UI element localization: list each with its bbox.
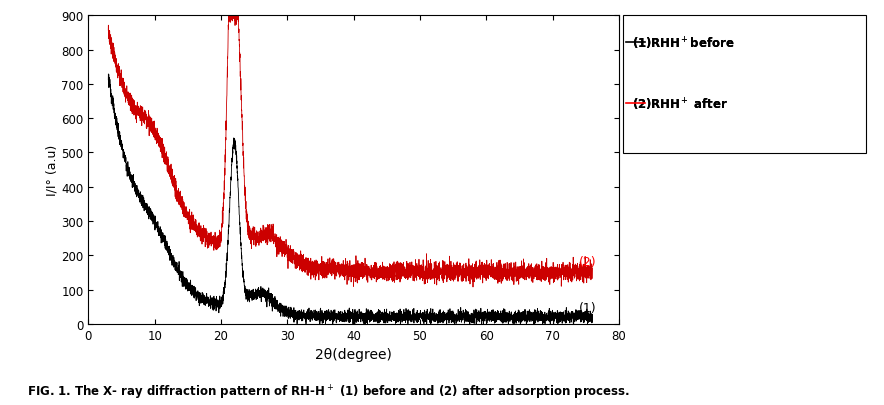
Text: (2): (2)	[579, 255, 597, 268]
Text: (1)RHH$^+$before: (1)RHH$^+$before	[632, 36, 735, 52]
Text: (1)RHH$^+$before: (1)RHH$^+$before	[632, 36, 735, 52]
Text: FIG. 1. The X- ray diffraction pattern of RH-H$^+$ (1) before and (2) after adso: FIG. 1. The X- ray diffraction pattern o…	[27, 383, 629, 401]
X-axis label: 2θ(degree): 2θ(degree)	[316, 347, 392, 361]
Text: (1): (1)	[579, 301, 597, 314]
Y-axis label: I/I° (a.u): I/I° (a.u)	[45, 145, 58, 196]
Text: (2)RHH$^+$ after: (2)RHH$^+$ after	[632, 96, 728, 113]
Text: (2)RHH$^+$ after: (2)RHH$^+$ after	[632, 96, 728, 113]
